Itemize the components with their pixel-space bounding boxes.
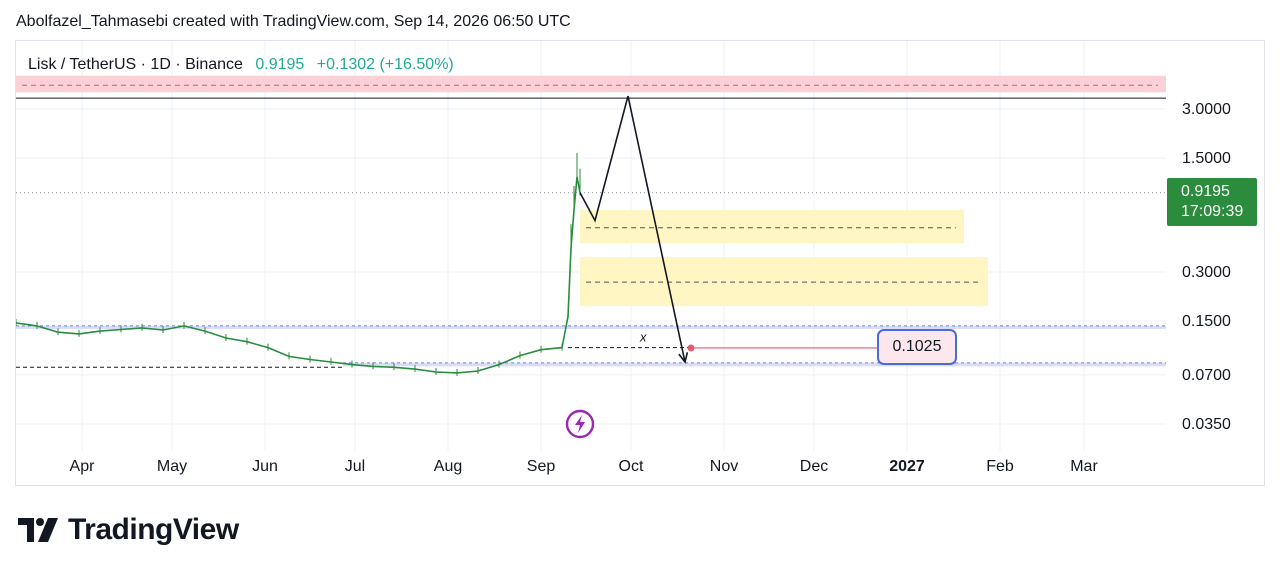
last-price-label: 0.9195 — [255, 56, 305, 73]
x-axis-tick-label: Oct — [619, 458, 644, 475]
last-price-tag: 0.9195 17:09:39 — [1167, 178, 1257, 226]
symbol-label: Lisk / TetherUS · 1D · Binance — [28, 56, 243, 73]
y-axis-tick-label: 0.0350 — [1182, 416, 1231, 433]
chart-legend[interactable]: Lisk / TetherUS · 1D · Binance 0.9195 +0… — [28, 56, 454, 74]
x-axis-tick-label: Mar — [1070, 458, 1098, 475]
x-axis-tick-label: Aug — [434, 458, 462, 475]
y-axis-tick-label: 0.3000 — [1182, 264, 1231, 281]
projection-path[interactable] — [579, 95, 686, 363]
x-marker: x — [639, 330, 647, 345]
zone-box[interactable] — [580, 209, 964, 244]
target-anchor[interactable] — [687, 344, 695, 352]
change-label: +0.1302 (+16.50%) — [316, 56, 454, 73]
x-axis-tick-label: Nov — [710, 458, 738, 475]
author-line: Abolfazel_Tahmasebi created with Trading… — [16, 13, 571, 30]
target-price-label[interactable]: 0.1025 — [877, 329, 957, 365]
y-axis-tick-label: 0.0700 — [1182, 367, 1231, 384]
lightning-icon[interactable] — [565, 409, 595, 439]
price-tag-value: 0.9195 — [1181, 183, 1230, 200]
x-axis-tick-label: Jul — [345, 458, 365, 475]
price-series-line[interactable] — [16, 176, 581, 374]
x-axis-tick-label: May — [157, 458, 187, 475]
zone-support[interactable] — [343, 362, 1166, 367]
brand-name: TradingView — [68, 513, 239, 546]
x-axis-tick-label: Dec — [800, 458, 828, 475]
y-axis-tick-label: 0.1500 — [1182, 313, 1231, 330]
zone-resistance[interactable] — [16, 75, 1166, 93]
tradingview-logo[interactable]: TradingView — [18, 513, 239, 547]
x-axis-tick-label: 2027 — [889, 458, 925, 475]
price-tag-countdown: 17:09:39 — [1181, 203, 1244, 220]
tradingview-logo-icon — [18, 518, 58, 542]
x-axis-tick-label: Feb — [986, 458, 1014, 475]
x-axis-tick-label: Jun — [252, 458, 278, 475]
chart-frame[interactable]: x 3.0000 1.5000 0.3000 0.1500 0.0700 0.0350 Apr… — [15, 40, 1265, 486]
x-axis-tick-label: Apr — [70, 458, 96, 475]
y-axis-tick-label: 3.0000 — [1182, 101, 1231, 118]
x-axis-tick-label: Sep — [527, 458, 556, 475]
y-axis-tick-label: 1.5000 — [1182, 150, 1231, 167]
projection-arrowhead — [678, 352, 689, 364]
price-chart[interactable]: x 3.0000 1.5000 0.3000 0.1500 0.0700 0.0350 Apr… — [16, 41, 1265, 486]
zone-support[interactable] — [16, 325, 1166, 329]
